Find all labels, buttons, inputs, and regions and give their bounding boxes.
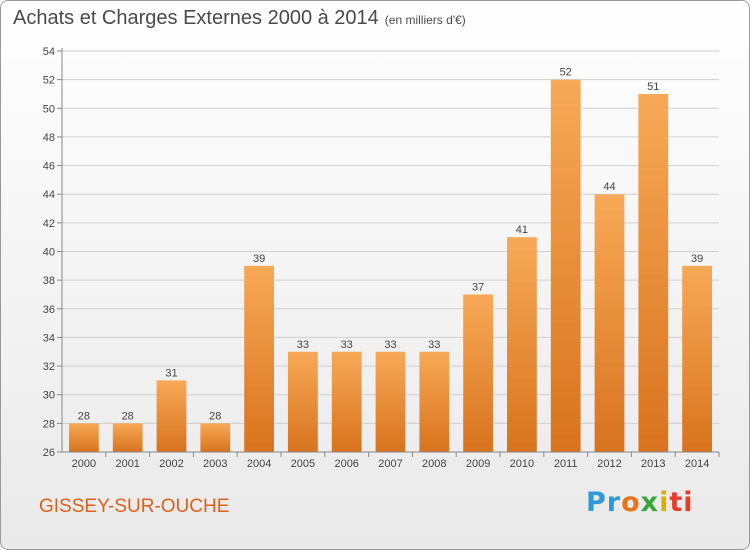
- logo-part: Pr: [586, 487, 622, 518]
- proxiti-logo[interactable]: Proxiti: [586, 487, 694, 518]
- y-tick-label: 36: [43, 304, 55, 316]
- commune-name: GISSEY-SUR-OUCHE: [39, 496, 230, 517]
- chart-subtitle: (en milliers d'€): [384, 13, 466, 27]
- chart-title: Achats et Charges Externes 2000 à 2014 (e…: [13, 7, 466, 30]
- data-label: 31: [165, 367, 177, 379]
- y-tick-label: 52: [43, 75, 55, 87]
- y-tick-label: 26: [43, 447, 55, 459]
- data-label: 28: [209, 410, 221, 422]
- bar: [156, 380, 187, 452]
- logo-part: o: [621, 487, 641, 518]
- x-tick-label: 2003: [203, 458, 227, 470]
- bar: [419, 351, 450, 452]
- y-tick-label: 30: [43, 390, 55, 402]
- x-tick-label: 2005: [291, 458, 315, 470]
- bar: [375, 351, 406, 452]
- x-tick-label: 2009: [466, 458, 490, 470]
- logo-part: x: [640, 487, 660, 518]
- y-axis-ticks: 26 28 30 32 34 36 38 40 42 44 46 48 50 52 54: [43, 46, 62, 459]
- bar: [244, 265, 274, 452]
- x-tick-label: 2008: [422, 458, 446, 470]
- x-tick-label: 2011: [554, 458, 578, 470]
- x-tick-label: 2000: [72, 458, 96, 470]
- logo-part: ti: [669, 487, 694, 518]
- x-tick-label: 2013: [641, 458, 665, 470]
- data-label: 33: [384, 339, 396, 351]
- y-tick-label: 46: [43, 161, 55, 173]
- bar: [507, 237, 537, 452]
- y-tick-label: 54: [43, 46, 55, 58]
- y-tick-label: 34: [43, 332, 55, 344]
- bars: [69, 79, 712, 453]
- data-label: 33: [341, 339, 353, 351]
- bar: [463, 294, 493, 452]
- logo-part: i: [659, 487, 670, 518]
- y-tick-label: 50: [43, 103, 55, 115]
- y-tick-label: 32: [43, 361, 55, 373]
- data-label: 52: [560, 67, 572, 79]
- data-label: 28: [78, 410, 90, 422]
- x-tick-label: 2007: [378, 458, 402, 470]
- y-tick-label: 42: [43, 218, 55, 230]
- data-label: 37: [472, 281, 484, 293]
- data-label: 41: [516, 224, 528, 236]
- x-tick-label: 2006: [334, 458, 358, 470]
- bar: [288, 351, 318, 452]
- data-label: 39: [691, 253, 703, 265]
- data-label: 33: [428, 339, 440, 351]
- y-tick-label: 38: [43, 275, 55, 287]
- bar: [331, 351, 362, 452]
- x-tick-label: 2010: [510, 458, 534, 470]
- x-tick-label: 2014: [685, 458, 709, 470]
- chart-title-text: Achats et Charges Externes 2000 à 2014: [13, 7, 379, 29]
- bar: [112, 423, 143, 452]
- y-tick-label: 40: [43, 247, 55, 259]
- data-label: 39: [253, 253, 265, 265]
- bar: [682, 265, 712, 452]
- data-label: 51: [647, 81, 659, 93]
- bar: [638, 93, 669, 452]
- bar: [594, 194, 625, 452]
- data-label: 44: [603, 181, 615, 193]
- x-tick-label: 2004: [247, 458, 271, 470]
- x-axis-ticks: 2000 2001 2002 2003 2004 2005 2006 2007 2008 2009…: [72, 452, 720, 470]
- y-tick-label: 28: [43, 418, 55, 430]
- data-label: 28: [122, 410, 134, 422]
- x-tick-label: 2001: [115, 458, 139, 470]
- x-tick-label: 2002: [159, 458, 183, 470]
- data-label: 33: [297, 339, 309, 351]
- y-tick-label: 48: [43, 132, 55, 144]
- bar: [69, 423, 99, 452]
- data-labels: 28 28 31 28 39 33 33 33 33 37 41 52 44 51 39: [78, 67, 703, 423]
- x-tick-label: 2012: [597, 458, 621, 470]
- bar: [200, 423, 231, 452]
- bar: [550, 79, 581, 453]
- y-tick-label: 44: [43, 189, 55, 201]
- axes: [61, 48, 719, 453]
